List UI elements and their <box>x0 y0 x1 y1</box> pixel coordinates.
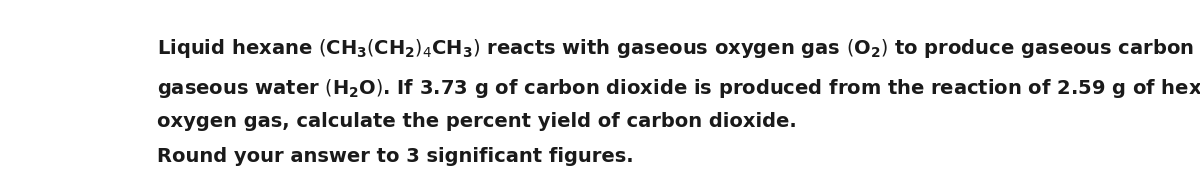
Text: Liquid hexane $\left(\mathbf{CH_3}\left(\mathbf{CH_2}\right)_4\mathbf{CH_3}\righ: Liquid hexane $\left(\mathbf{CH_3}\left(… <box>157 37 1200 60</box>
Text: Round your answer to 3 significant figures.: Round your answer to 3 significant figur… <box>157 147 634 166</box>
Text: gaseous water $\left(\mathbf{H_2O}\right)$. If 3.73 g of carbon dioxide is produ: gaseous water $\left(\mathbf{H_2O}\right… <box>157 77 1200 100</box>
Text: oxygen gas, calculate the percent yield of carbon dioxide.: oxygen gas, calculate the percent yield … <box>157 112 797 131</box>
